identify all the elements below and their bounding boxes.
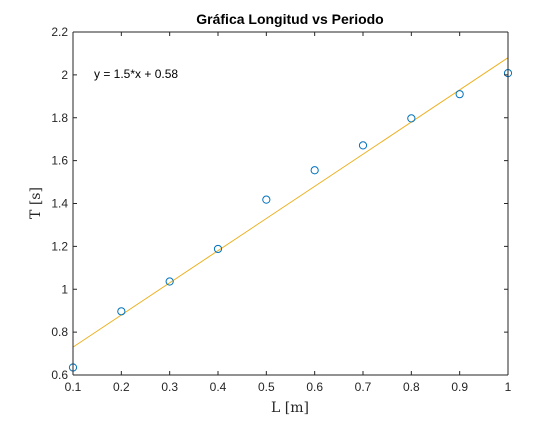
y-tick-label: 2 <box>61 68 68 82</box>
y-tick-label: 1.8 <box>51 111 68 125</box>
data-point <box>262 195 271 204</box>
data-point <box>165 277 174 286</box>
y-tick-label: 1 <box>61 282 68 296</box>
y-tick-label: 2.2 <box>51 25 68 39</box>
x-tick-label: 0.8 <box>403 380 420 394</box>
x-tick-label: 0.4 <box>210 380 227 394</box>
data-point <box>407 114 416 123</box>
x-tick-label: 0.3 <box>161 380 178 394</box>
x-tick-label: 0.2 <box>113 380 130 394</box>
x-tick-label: 0.5 <box>258 380 275 394</box>
data-point <box>117 307 126 316</box>
data-point <box>310 166 319 175</box>
data-point <box>213 244 223 254</box>
x-axis-label: L [m] <box>271 400 309 416</box>
x-tick-label: 0.7 <box>355 380 372 394</box>
plot-area <box>73 32 508 375</box>
x-tick-label: 0.1 <box>65 380 82 394</box>
y-tick-label: 0.8 <box>51 325 68 339</box>
data-point <box>455 90 464 99</box>
fit-line <box>72 57 509 348</box>
annotation-text: y = 1.5*x + 0.58 <box>94 67 178 81</box>
y-tick-label: 1.2 <box>51 239 68 253</box>
data-point <box>358 141 368 150</box>
chart-title: Gráfica Longitud vs Periodo <box>196 11 383 27</box>
x-tick-label: 0.6 <box>306 380 323 394</box>
x-tick-label: 0.9 <box>451 380 468 394</box>
y-tick-label: 1.6 <box>51 154 68 168</box>
y-tick-label: 1.4 <box>51 197 68 211</box>
y-axis-label: T [s] <box>28 187 44 219</box>
y-tick-label: 0.6 <box>51 368 68 382</box>
x-tick-label: 1 <box>505 380 512 394</box>
